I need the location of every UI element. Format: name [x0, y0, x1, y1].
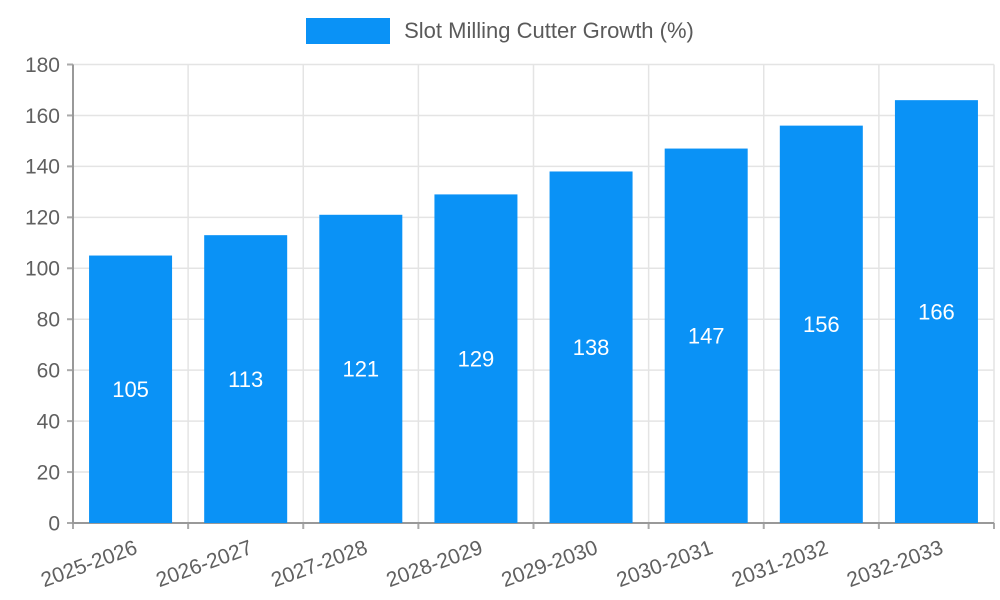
x-axis-category-label: 2032-2033 [844, 536, 946, 592]
y-axis-tick-label: 120 [25, 207, 60, 230]
legend-label: Slot Milling Cutter Growth (%) [404, 18, 694, 43]
bar-value-label: 113 [228, 367, 263, 392]
bar-2030-2031[interactable] [664, 148, 748, 523]
y-axis-tick-label: 40 [37, 410, 60, 433]
y-axis-tick-label: 80 [37, 309, 60, 332]
x-axis-category-label: 2031-2032 [729, 536, 831, 592]
y-axis-tick-label: 60 [37, 360, 60, 383]
bar-2026-2027[interactable] [204, 235, 288, 524]
x-axis-category-label: 2028-2029 [383, 536, 485, 592]
bar-2029-2030[interactable] [549, 171, 633, 523]
bar-2032-2033[interactable] [894, 100, 978, 524]
x-axis-category-label: 2027-2028 [268, 536, 370, 592]
y-axis-tick-label: 160 [25, 105, 60, 128]
x-axis-category-label: 2030-2031 [614, 536, 716, 592]
y-axis-tick-label: 180 [25, 54, 60, 77]
y-axis-tick-label: 100 [25, 258, 60, 281]
bar-value-label: 147 [688, 323, 725, 348]
x-axis-category-label: 2026-2027 [153, 536, 255, 592]
bar-value-label: 166 [918, 299, 955, 324]
bar-2031-2032[interactable] [779, 125, 863, 523]
y-axis-tick-label: 0 [48, 512, 60, 535]
bar-value-label: 138 [573, 335, 610, 360]
y-axis-tick-label: 20 [37, 461, 60, 484]
y-axis-tick-label: 140 [25, 156, 60, 179]
bar-value-label: 121 [342, 357, 379, 382]
bar-value-label: 105 [112, 377, 149, 402]
x-axis-category-label: 2029-2030 [499, 536, 601, 592]
bar-value-label: 156 [803, 312, 840, 337]
bar-2027-2028[interactable] [319, 214, 403, 523]
bar-2028-2029[interactable] [434, 194, 518, 524]
legend[interactable]: Slot Milling Cutter Growth (%) [0, 18, 1000, 44]
bar-value-label: 129 [458, 346, 495, 371]
x-axis-category-label: 2025-2026 [38, 536, 140, 592]
legend-swatch [306, 18, 391, 44]
bar-2025-2026[interactable] [89, 255, 173, 523]
